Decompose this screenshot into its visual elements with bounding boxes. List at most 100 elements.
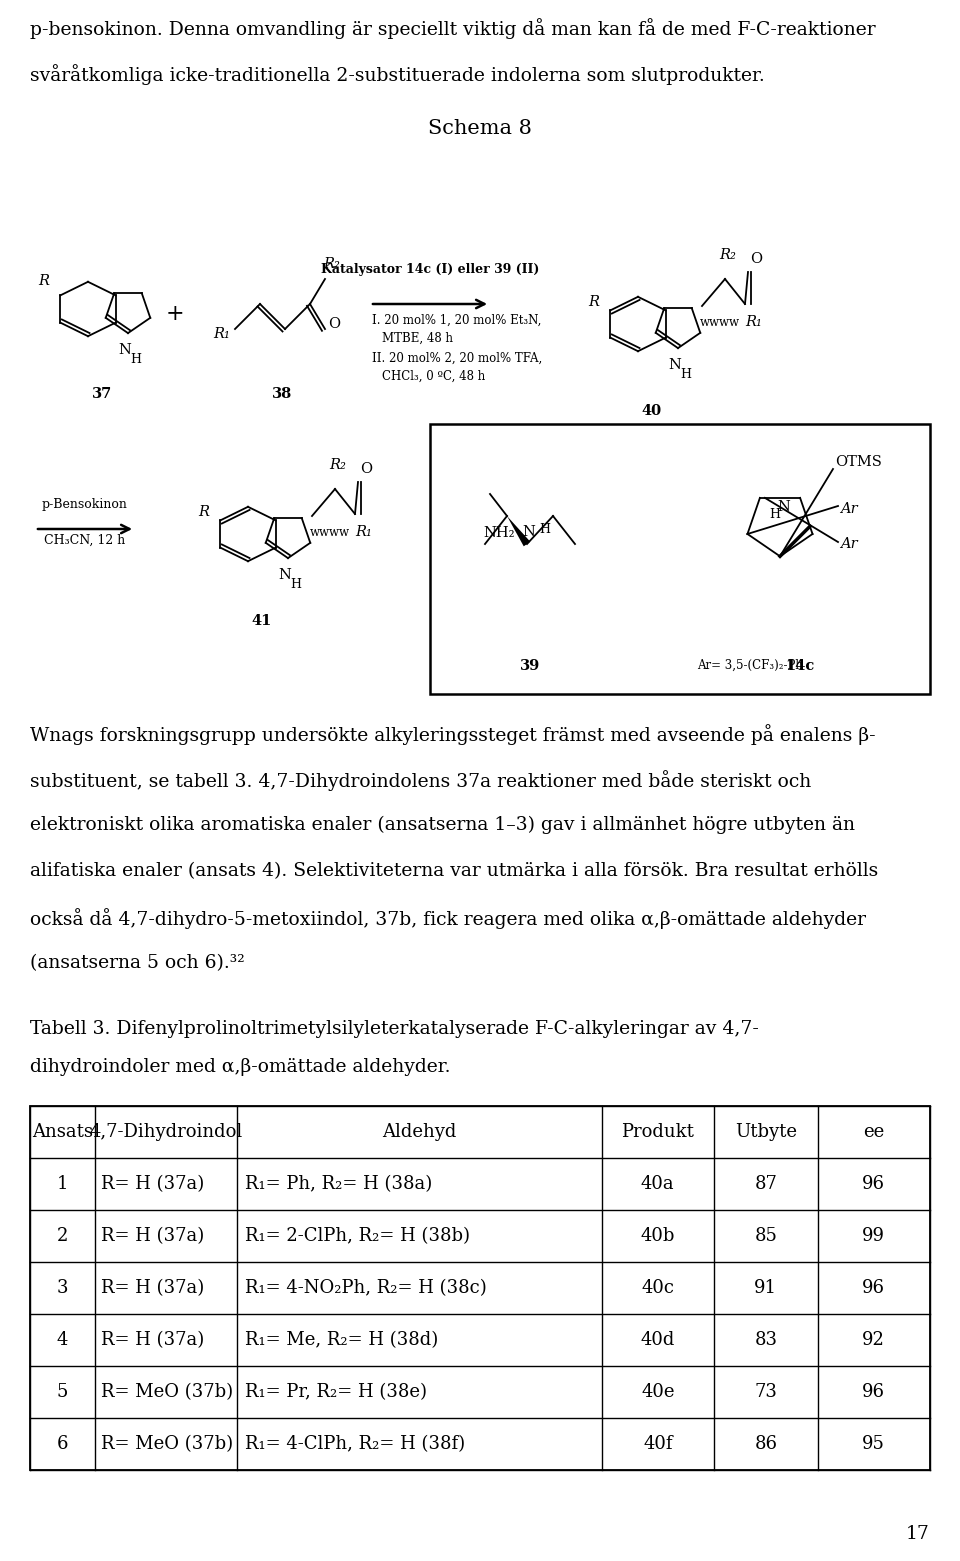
- Text: 39: 39: [520, 659, 540, 673]
- Text: 40f: 40f: [643, 1435, 673, 1453]
- Text: Produkt: Produkt: [621, 1122, 694, 1141]
- Text: H: H: [131, 353, 141, 365]
- Text: 73: 73: [755, 1383, 778, 1402]
- Text: R₁= 2-ClPh, R₂= H (38b): R₁= 2-ClPh, R₂= H (38b): [245, 1227, 470, 1246]
- Text: R= H (37a): R= H (37a): [101, 1227, 204, 1246]
- Text: dihydroindoler med α,β-omättade aldehyder.: dihydroindoler med α,β-omättade aldehyde…: [30, 1058, 450, 1076]
- Text: R₁: R₁: [213, 326, 230, 340]
- Text: 37: 37: [92, 387, 112, 401]
- Text: R₁= Me, R₂= H (38d): R₁= Me, R₂= H (38d): [245, 1332, 439, 1349]
- Text: 1: 1: [57, 1175, 68, 1193]
- Text: 83: 83: [755, 1332, 778, 1349]
- Text: wwww: wwww: [310, 526, 350, 539]
- Text: 5: 5: [57, 1383, 68, 1402]
- Text: också då 4,7-dihydro-5-metoxiindol, 37b, fick reagera med olika α,β-omättade ald: också då 4,7-dihydro-5-metoxiindol, 37b,…: [30, 909, 866, 929]
- Text: 38: 38: [272, 387, 292, 401]
- Text: N: N: [119, 343, 132, 357]
- Text: R₂: R₂: [329, 457, 347, 471]
- Text: 40b: 40b: [640, 1227, 675, 1246]
- Text: Utbyte: Utbyte: [734, 1122, 797, 1141]
- Text: p-bensokinon. Denna omvandling är speciellt viktig då man kan få de med F-C-reak: p-bensokinon. Denna omvandling är specie…: [30, 19, 876, 39]
- Text: O: O: [360, 462, 372, 476]
- Text: 4: 4: [57, 1332, 68, 1349]
- Text: R= H (37a): R= H (37a): [101, 1278, 204, 1297]
- Text: 85: 85: [755, 1227, 778, 1246]
- Text: Schema 8: Schema 8: [428, 119, 532, 137]
- Text: 96: 96: [862, 1383, 885, 1402]
- Text: 17: 17: [906, 1525, 930, 1542]
- Text: II. 20 mol% 2, 20 mol% TFA,: II. 20 mol% 2, 20 mol% TFA,: [372, 351, 542, 365]
- Text: O: O: [750, 251, 762, 265]
- Bar: [30, 1107, 930, 1470]
- Text: OTMS: OTMS: [835, 454, 882, 468]
- Text: Wnags forskningsgrupp undersökte alkyleringssteget främst med avseende på enalen: Wnags forskningsgrupp undersökte alkyler…: [30, 724, 876, 745]
- Text: R₂: R₂: [323, 258, 340, 272]
- Bar: [430, 425, 930, 695]
- Text: I. 20 mol% 1, 20 mol% Et₃N,: I. 20 mol% 1, 20 mol% Et₃N,: [372, 314, 541, 326]
- Text: 40a: 40a: [641, 1175, 675, 1193]
- Text: ee: ee: [863, 1122, 884, 1141]
- Text: 3: 3: [57, 1278, 68, 1297]
- Text: (ansatserna 5 och 6).³²: (ansatserna 5 och 6).³²: [30, 954, 245, 973]
- Text: R₁: R₁: [745, 315, 762, 329]
- Text: R₁= Pr, R₂= H (38e): R₁= Pr, R₂= H (38e): [245, 1383, 427, 1402]
- Text: 6: 6: [57, 1435, 68, 1453]
- Text: 40e: 40e: [641, 1383, 675, 1402]
- Text: Aldehyd: Aldehyd: [382, 1122, 456, 1141]
- Text: Ansats: Ansats: [32, 1122, 93, 1141]
- Text: Tabell 3. Difenylprolinoltrimetylsilyleterkatalyserade F-C-alkyleringar av 4,7-: Tabell 3. Difenylprolinoltrimetylsilylet…: [30, 1019, 758, 1038]
- Text: MTBE, 48 h: MTBE, 48 h: [382, 332, 453, 345]
- Text: O: O: [328, 317, 340, 331]
- Text: R₁= 4-NO₂Ph, R₂= H (38c): R₁= 4-NO₂Ph, R₂= H (38c): [245, 1278, 487, 1297]
- Text: R= MeO (37b): R= MeO (37b): [101, 1383, 233, 1402]
- Text: 86: 86: [755, 1435, 778, 1453]
- Text: 87: 87: [755, 1175, 778, 1193]
- Text: R: R: [38, 275, 49, 287]
- Text: R: R: [198, 506, 209, 518]
- Text: 99: 99: [862, 1227, 885, 1246]
- Text: 40d: 40d: [640, 1332, 675, 1349]
- Text: N: N: [778, 500, 790, 514]
- Text: +: +: [166, 303, 184, 325]
- Text: CHCl₃, 0 ºC, 48 h: CHCl₃, 0 ºC, 48 h: [382, 370, 485, 382]
- Text: Ar: Ar: [840, 537, 857, 551]
- Text: svåråtkomliga icke-traditionella 2-substituerade indolerna som slutprodukter.: svåråtkomliga icke-traditionella 2-subst…: [30, 64, 765, 84]
- Text: 91: 91: [755, 1278, 778, 1297]
- Text: 14c: 14c: [785, 659, 815, 673]
- Text: 95: 95: [862, 1435, 885, 1453]
- Text: substituent, se tabell 3. 4,7-Dihydroindolens 37a reaktioner med både steriskt o: substituent, se tabell 3. 4,7-Dihydroind…: [30, 770, 811, 791]
- Text: 2: 2: [57, 1227, 68, 1246]
- Text: Katalysator 14c (I) eller 39 (II): Katalysator 14c (I) eller 39 (II): [321, 262, 540, 276]
- Text: wwww: wwww: [700, 315, 740, 328]
- Text: H: H: [769, 507, 780, 521]
- Text: Ar= 3,5-(CF₃)₂-Ph: Ar= 3,5-(CF₃)₂-Ph: [697, 659, 803, 671]
- Text: R₁= 4-ClPh, R₂= H (38f): R₁= 4-ClPh, R₂= H (38f): [245, 1435, 466, 1453]
- Polygon shape: [507, 517, 530, 546]
- Text: Ar: Ar: [840, 503, 857, 517]
- Text: R₁= Ph, R₂= H (38a): R₁= Ph, R₂= H (38a): [245, 1175, 432, 1193]
- Text: elektroniskt olika aromatiska enaler (ansatserna 1–3) gav i allmänhet högre utby: elektroniskt olika aromatiska enaler (an…: [30, 816, 855, 834]
- Text: 4,7-Dihydroindol: 4,7-Dihydroindol: [89, 1122, 243, 1141]
- Text: N: N: [278, 568, 292, 582]
- Text: 92: 92: [862, 1332, 885, 1349]
- Text: H: H: [539, 523, 550, 535]
- Text: R: R: [588, 295, 599, 309]
- Text: 96: 96: [862, 1175, 885, 1193]
- Text: R₂: R₂: [720, 248, 736, 262]
- Text: N: N: [668, 357, 682, 372]
- Text: N: N: [522, 524, 536, 539]
- Text: p-Bensokinon: p-Bensokinon: [42, 498, 128, 510]
- Text: R= H (37a): R= H (37a): [101, 1332, 204, 1349]
- Text: alifatiska enaler (ansats 4). Selektiviteterna var utmärka i alla försök. Bra re: alifatiska enaler (ansats 4). Selektivit…: [30, 862, 878, 880]
- Text: 41: 41: [252, 613, 273, 628]
- Text: CH₃CN, 12 h: CH₃CN, 12 h: [44, 534, 126, 546]
- Text: NH₂: NH₂: [483, 526, 515, 540]
- Text: R₁: R₁: [355, 524, 372, 539]
- Text: 40: 40: [642, 404, 662, 418]
- Text: 40c: 40c: [641, 1278, 674, 1297]
- Text: 96: 96: [862, 1278, 885, 1297]
- Text: H: H: [291, 578, 301, 592]
- Text: H: H: [681, 368, 691, 381]
- Text: R= MeO (37b): R= MeO (37b): [101, 1435, 233, 1453]
- Text: R= H (37a): R= H (37a): [101, 1175, 204, 1193]
